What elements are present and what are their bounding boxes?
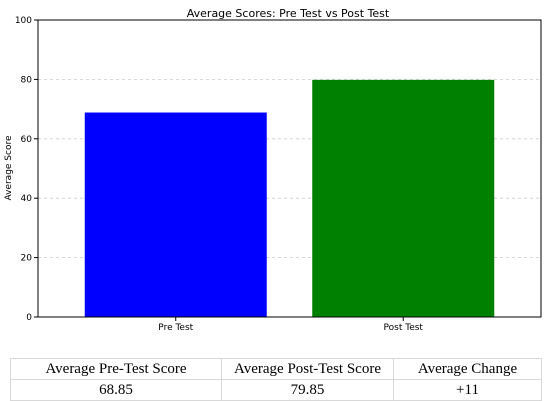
x-axis-ticks: Pre Test Post Test xyxy=(158,317,423,333)
x-tick-label-0: Pre Test xyxy=(158,323,193,333)
value-change: +11 xyxy=(393,379,542,401)
bar-post-test xyxy=(312,79,495,318)
y-tick-label-4: 80 xyxy=(21,75,33,85)
bar-pre-test xyxy=(84,112,267,317)
summary-value-row: 68.85 79.85 +11 xyxy=(10,379,542,401)
value-pre-test: 68.85 xyxy=(10,379,222,401)
header-pre-test: Average Pre-Test Score xyxy=(10,358,222,380)
header-change: Average Change xyxy=(393,358,542,380)
summary-table: Average Pre-Test Score Average Post-Test… xyxy=(10,358,542,401)
y-axis-label: Average Score xyxy=(4,135,14,200)
y-tick-label-2: 40 xyxy=(21,194,33,204)
bar-chart: Average Scores: Pre Test vs Post Test Av… xyxy=(4,7,542,333)
value-post-test: 79.85 xyxy=(221,379,394,401)
y-axis-ticks: 0 20 40 60 80 100 xyxy=(15,16,38,323)
summary-header-row: Average Pre-Test Score Average Post-Test… xyxy=(10,358,542,380)
chart-title: Average Scores: Pre Test vs Post Test xyxy=(187,7,390,20)
y-tick-label-5: 100 xyxy=(15,16,32,26)
bars xyxy=(84,79,495,318)
y-tick-label-0: 0 xyxy=(26,313,32,323)
x-tick-label-1: Post Test xyxy=(384,323,424,333)
y-tick-label-3: 60 xyxy=(21,135,33,145)
header-post-test: Average Post-Test Score xyxy=(221,358,394,380)
plot-frame xyxy=(37,19,542,318)
y-tick-label-1: 20 xyxy=(21,254,33,264)
